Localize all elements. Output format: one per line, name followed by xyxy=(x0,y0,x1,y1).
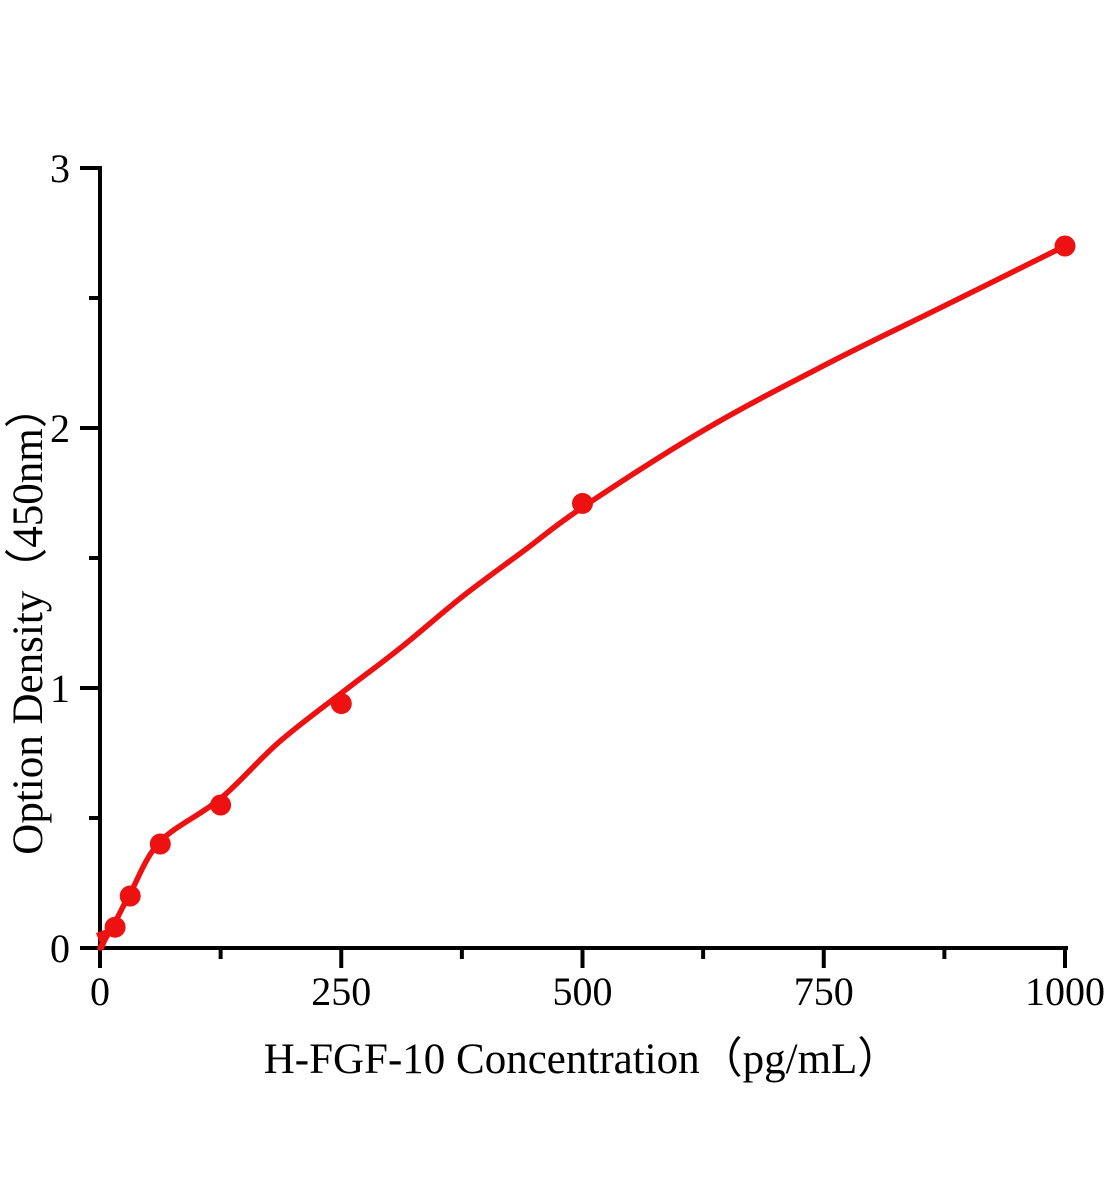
y-tick-label-1: 1 xyxy=(50,666,70,711)
y-tick-label-0: 0 xyxy=(50,926,70,971)
series-layer xyxy=(96,235,1076,951)
x-axis-title: H-FGF-10 Concentration（pg/mL） xyxy=(264,1036,901,1083)
data-point xyxy=(210,794,232,816)
data-point xyxy=(104,916,126,938)
tick-label-layer: 0 250 500 750 1000 0 1 2 3 xyxy=(50,146,1104,1014)
y-axis-title: Option Density（450nm） xyxy=(5,385,52,854)
x-tick-label-500: 500 xyxy=(553,969,613,1014)
axes-layer xyxy=(98,166,1068,950)
data-point xyxy=(149,833,171,855)
data-point xyxy=(572,492,593,514)
y-tick-label-2: 2 xyxy=(50,406,70,451)
tick-layer xyxy=(80,166,1067,968)
x-tick-label-0: 0 xyxy=(90,969,110,1014)
x-tick-label-750: 750 xyxy=(794,969,854,1014)
data-point xyxy=(1054,235,1076,257)
fitted-curve xyxy=(97,243,1068,951)
y-tick-label-3: 3 xyxy=(50,146,70,191)
x-tick-label-250: 250 xyxy=(311,969,371,1014)
data-point xyxy=(330,693,352,715)
x-tick-label-1000: 1000 xyxy=(1025,969,1104,1014)
data-point xyxy=(119,885,141,907)
